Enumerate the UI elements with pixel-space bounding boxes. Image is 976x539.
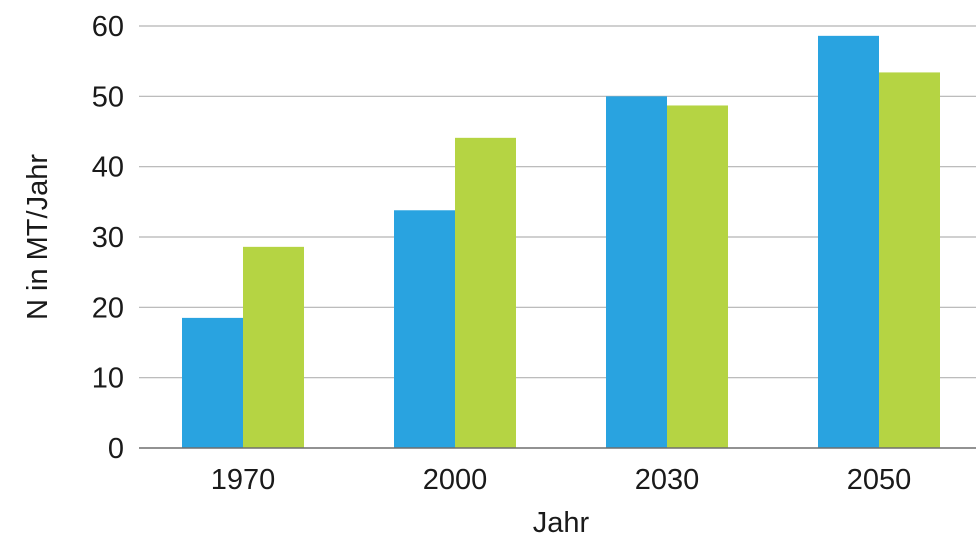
x-axis-title: Jahr — [533, 507, 590, 539]
y-tick-label: 20 — [92, 292, 124, 324]
y-tick-label: 60 — [92, 11, 124, 43]
bar-2050-series-2 — [879, 72, 940, 449]
bar-2000-series-1 — [394, 210, 455, 448]
y-tick-label: 0 — [108, 433, 124, 465]
y-tick-label: 10 — [92, 363, 124, 395]
y-tick-label: 30 — [92, 222, 124, 254]
y-axis-title: N in MT/Jahr — [22, 154, 54, 320]
bar-2030-series-1 — [606, 96, 667, 448]
x-tick-label: 1970 — [211, 464, 276, 496]
x-tick-label: 2050 — [847, 464, 912, 496]
y-tick-label: 40 — [92, 152, 124, 184]
bar-1970-series-1 — [182, 317, 243, 448]
x-tick-labels: 1970 2000 2030 2050 — [211, 464, 912, 496]
x-tick-label: 2000 — [423, 464, 488, 496]
y-tick-labels: 0 10 20 30 40 50 60 — [92, 11, 124, 465]
bar-2050-series-1 — [818, 35, 879, 448]
x-tick-label: 2030 — [635, 464, 700, 496]
bar-1970-series-2 — [243, 246, 304, 448]
bar-2000-series-2 — [455, 137, 516, 448]
bar-2030-series-2 — [667, 105, 728, 448]
y-tick-label: 50 — [92, 81, 124, 113]
bars — [182, 35, 940, 449]
